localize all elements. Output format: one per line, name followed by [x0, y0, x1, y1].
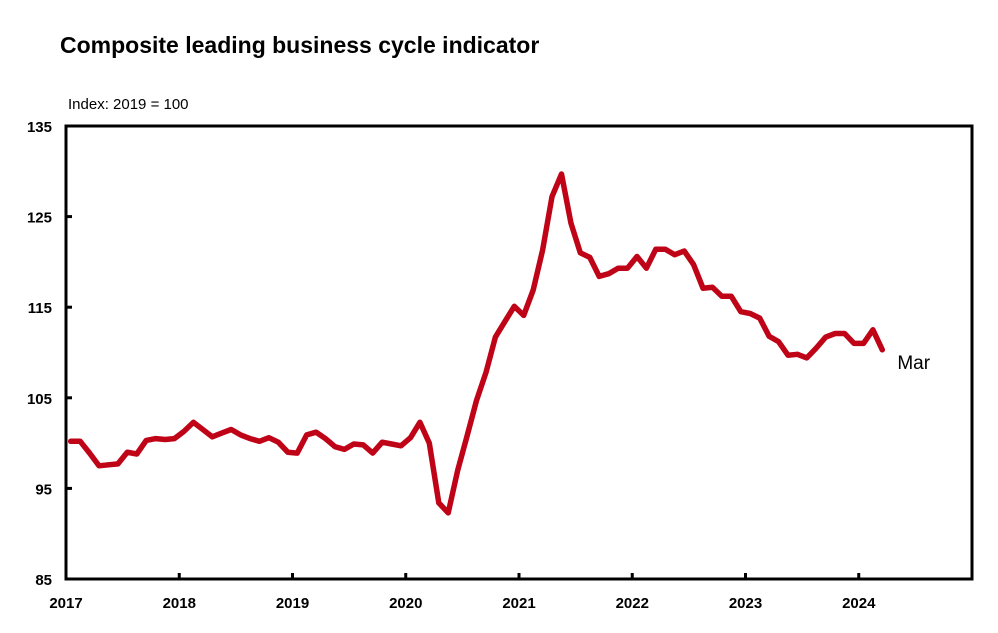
chart-subtitle: Index: 2019 = 100: [68, 96, 189, 113]
x-tick-label: 2018: [163, 595, 196, 612]
y-tick-label: 135: [27, 119, 52, 136]
x-tick-label: 2020: [389, 595, 422, 612]
series-line: [67, 171, 886, 516]
y-tick-label: 105: [27, 391, 52, 408]
x-tick-label: 2023: [729, 595, 762, 612]
x-tick-label: 2017: [49, 595, 82, 612]
plot-frame: [64, 124, 974, 581]
y-tick-label: 85: [35, 572, 52, 589]
x-tick-label: 2021: [502, 595, 535, 612]
x-tick-label: 2024: [842, 595, 876, 612]
x-tick-label: 2022: [616, 595, 649, 612]
last-point-label: Mar: [897, 353, 930, 374]
y-tick-label: 95: [35, 481, 52, 498]
x-tick-label: 2019: [276, 595, 309, 612]
chart-title: Composite leading business cycle indicat…: [60, 32, 539, 58]
y-tick-label: 125: [27, 210, 52, 227]
y-tick-label: 115: [28, 300, 52, 317]
